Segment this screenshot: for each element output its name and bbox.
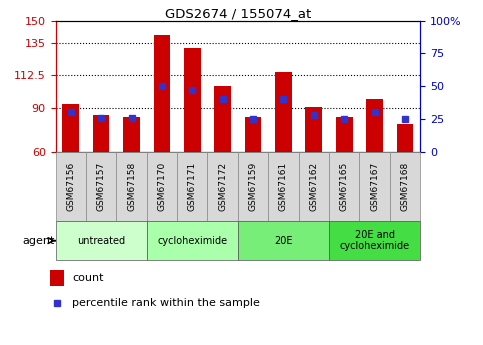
Bar	[208, 152, 238, 221]
Bar	[86, 152, 116, 221]
Text: cycloheximide: cycloheximide	[157, 236, 227, 246]
Text: GSM67158: GSM67158	[127, 162, 136, 211]
Text: GSM67162: GSM67162	[309, 162, 318, 211]
Text: GSM67165: GSM67165	[340, 162, 349, 211]
Bar	[50, 270, 64, 286]
Text: 20E: 20E	[274, 236, 293, 246]
Bar	[93, 115, 110, 152]
Bar	[214, 86, 231, 152]
Text: GSM67172: GSM67172	[218, 162, 227, 211]
Text: count: count	[72, 273, 103, 283]
Bar	[154, 35, 170, 152]
Bar	[116, 152, 147, 221]
Text: GSM67157: GSM67157	[97, 162, 106, 211]
Bar	[329, 152, 359, 221]
Bar	[329, 221, 420, 260]
Bar	[275, 72, 292, 152]
Text: agent: agent	[23, 236, 55, 246]
Bar	[238, 221, 329, 260]
Bar	[147, 152, 177, 221]
Bar	[56, 152, 86, 221]
Text: GSM67167: GSM67167	[370, 162, 379, 211]
Bar	[366, 99, 383, 152]
Text: GSM67161: GSM67161	[279, 162, 288, 211]
Bar	[184, 48, 200, 152]
Bar	[397, 124, 413, 152]
Bar	[123, 117, 140, 152]
Bar	[268, 152, 298, 221]
Text: GSM67159: GSM67159	[249, 162, 257, 211]
Text: percentile rank within the sample: percentile rank within the sample	[72, 298, 260, 308]
Text: GSM67156: GSM67156	[66, 162, 75, 211]
Text: GSM67171: GSM67171	[188, 162, 197, 211]
Bar	[390, 152, 420, 221]
Bar	[245, 117, 261, 152]
Bar	[336, 117, 353, 152]
Text: GSM67168: GSM67168	[400, 162, 410, 211]
Bar	[177, 152, 208, 221]
Title: GDS2674 / 155074_at: GDS2674 / 155074_at	[165, 7, 311, 20]
Bar	[62, 104, 79, 152]
Bar	[305, 107, 322, 152]
Bar	[298, 152, 329, 221]
Bar	[147, 221, 238, 260]
Text: untreated: untreated	[77, 236, 125, 246]
Bar	[238, 152, 268, 221]
Text: 20E and
cycloheximide: 20E and cycloheximide	[340, 230, 410, 252]
Bar	[56, 221, 147, 260]
Bar	[359, 152, 390, 221]
Text: GSM67170: GSM67170	[157, 162, 167, 211]
